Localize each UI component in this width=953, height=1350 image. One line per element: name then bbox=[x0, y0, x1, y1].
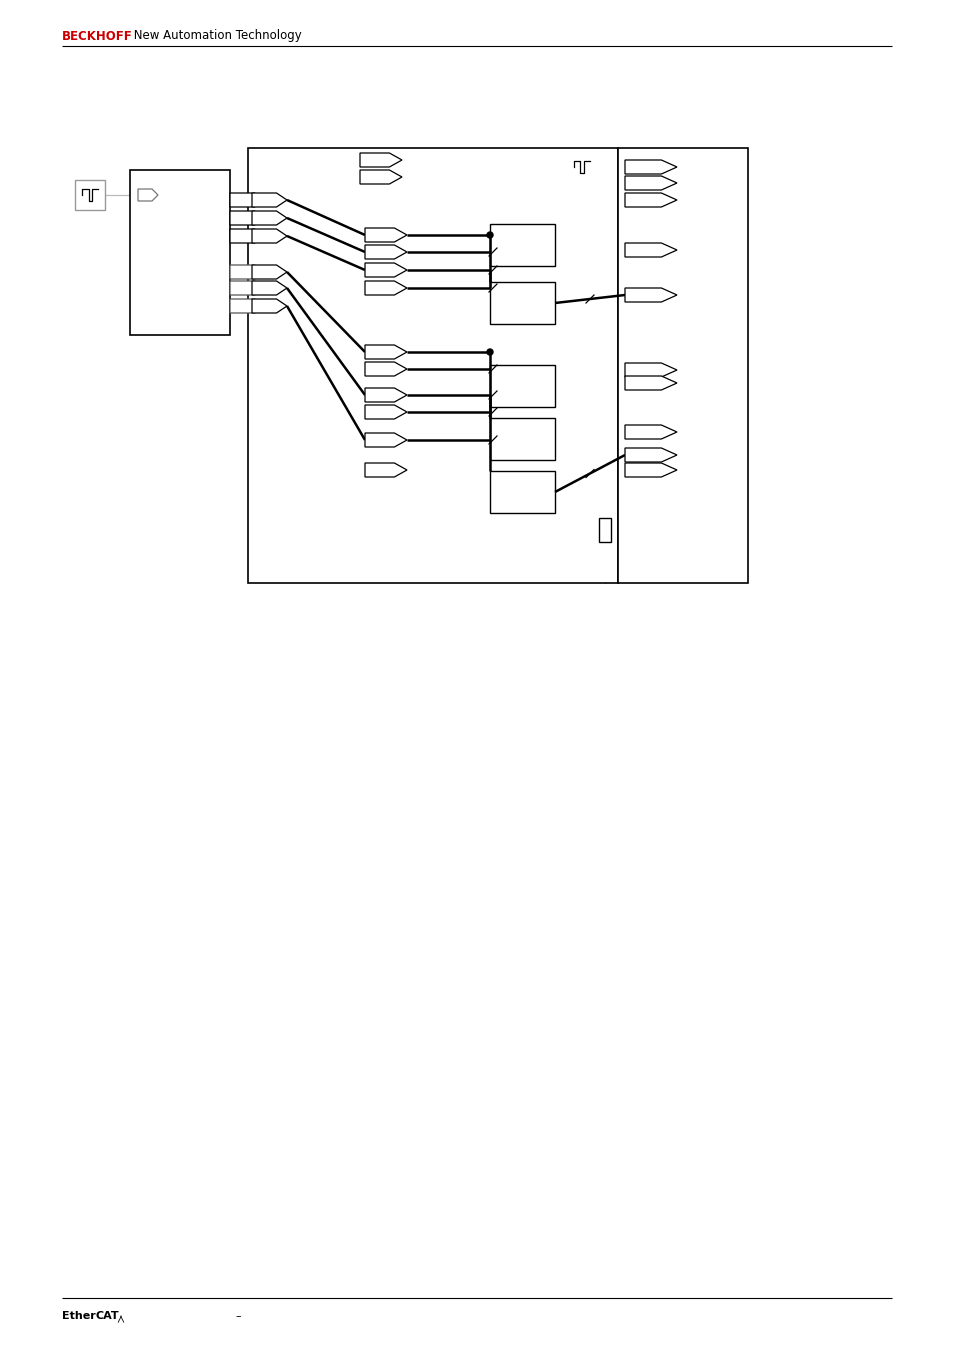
Polygon shape bbox=[624, 193, 677, 207]
Polygon shape bbox=[365, 281, 407, 296]
Polygon shape bbox=[252, 298, 287, 313]
Polygon shape bbox=[624, 377, 677, 390]
Polygon shape bbox=[230, 281, 265, 296]
Polygon shape bbox=[624, 448, 677, 462]
Polygon shape bbox=[252, 193, 287, 207]
Polygon shape bbox=[252, 211, 287, 225]
Bar bbox=[490, 364, 555, 406]
Bar bbox=[618, 148, 747, 583]
Polygon shape bbox=[365, 463, 407, 477]
Polygon shape bbox=[365, 263, 407, 277]
Bar bbox=[490, 282, 555, 324]
Bar bbox=[248, 148, 618, 583]
Polygon shape bbox=[624, 243, 677, 256]
Polygon shape bbox=[365, 228, 407, 242]
Polygon shape bbox=[365, 244, 407, 259]
Polygon shape bbox=[230, 230, 265, 243]
Polygon shape bbox=[624, 176, 677, 190]
Bar bbox=[130, 170, 230, 335]
Polygon shape bbox=[624, 363, 677, 377]
Polygon shape bbox=[138, 189, 158, 201]
Polygon shape bbox=[365, 433, 407, 447]
Polygon shape bbox=[252, 281, 287, 296]
Polygon shape bbox=[230, 265, 265, 279]
Text: –: – bbox=[234, 1311, 240, 1322]
Circle shape bbox=[486, 232, 493, 238]
Text: Ether: Ether bbox=[62, 1311, 95, 1322]
Text: New Automation Technology: New Automation Technology bbox=[130, 30, 301, 42]
Polygon shape bbox=[365, 387, 407, 402]
Text: CAT: CAT bbox=[96, 1311, 119, 1322]
Bar bbox=[490, 471, 555, 513]
Polygon shape bbox=[365, 346, 407, 359]
Bar bbox=[598, 518, 610, 541]
Circle shape bbox=[486, 350, 493, 355]
Polygon shape bbox=[624, 288, 677, 302]
Bar bbox=[490, 418, 555, 460]
Polygon shape bbox=[624, 161, 677, 174]
Polygon shape bbox=[365, 405, 407, 418]
Polygon shape bbox=[624, 463, 677, 477]
Polygon shape bbox=[230, 298, 265, 313]
Polygon shape bbox=[359, 153, 401, 167]
Polygon shape bbox=[624, 425, 677, 439]
Bar bbox=[490, 224, 555, 266]
Bar bbox=[75, 180, 105, 211]
Polygon shape bbox=[230, 211, 265, 225]
Polygon shape bbox=[359, 170, 401, 184]
Text: BECKHOFF: BECKHOFF bbox=[62, 30, 132, 42]
Polygon shape bbox=[365, 362, 407, 377]
Polygon shape bbox=[230, 193, 265, 207]
Polygon shape bbox=[252, 230, 287, 243]
Bar bbox=[566, 153, 597, 182]
Polygon shape bbox=[252, 265, 287, 279]
